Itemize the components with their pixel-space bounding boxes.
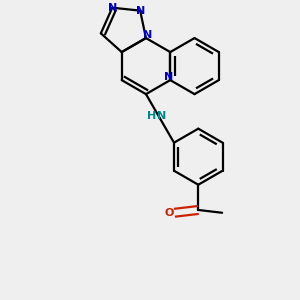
Text: O: O — [165, 208, 174, 218]
Text: N: N — [108, 3, 117, 13]
Text: H: H — [147, 111, 156, 121]
Text: N: N — [164, 73, 173, 82]
Text: N: N — [143, 30, 152, 40]
Text: N: N — [136, 6, 145, 16]
Text: N: N — [157, 111, 167, 121]
